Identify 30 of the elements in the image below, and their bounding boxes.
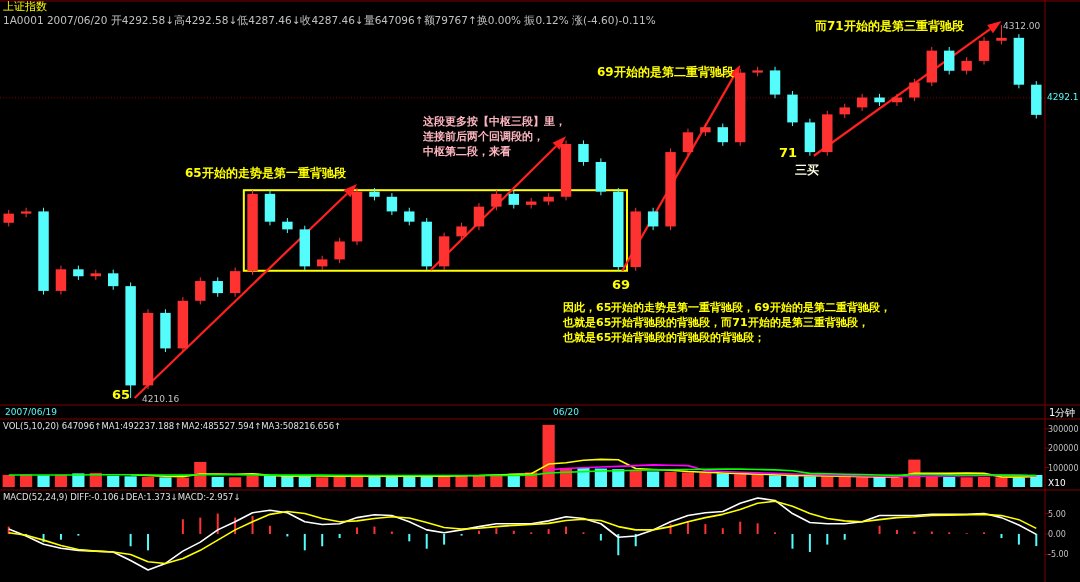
annotation: 因此，65开始的走势是第一重背驰段，69开始的是第二重背驰段， <box>563 301 891 314</box>
annotation: 中枢第二段，来看 <box>423 145 511 158</box>
annotation: 4292.1 <box>1047 92 1079 102</box>
annotation: 也就是65开始背驰段的背驰段的背驰段； <box>563 331 766 344</box>
annotation: 69 <box>612 277 631 292</box>
annotation: 2007/06/19 <box>5 407 57 417</box>
y-tick-label: 100000 <box>1048 463 1079 473</box>
annotation: 也就是65开始背驰段的背驰段，而71开始的是第三重背驰段， <box>563 316 869 329</box>
title: 上证指数 <box>3 0 47 13</box>
annotation: 1分钟 <box>1049 407 1076 418</box>
annotation: X10 <box>1048 478 1066 488</box>
annotation: 三买 <box>795 163 819 177</box>
annotation: 65开始的走势是第一重背驰段 <box>185 166 346 180</box>
title: MACD(52,24,9) DIFF:-0.106↓DEA:1.373↓MACD:-2.957↓ <box>3 492 241 502</box>
annotation: 65 <box>112 387 131 402</box>
annotation: 4210.16 <box>142 394 180 404</box>
y-tick-label: 300000 <box>1048 424 1079 434</box>
y-tick-label: 0.00 <box>1048 529 1066 539</box>
annotation: 连接前后两个回调段的， <box>423 130 544 143</box>
annotation: 这段更多按【中枢三段】里， <box>423 115 566 128</box>
annotation: 而71开始的是第三重背驰段 <box>815 19 964 33</box>
y-tick-label: -5.00 <box>1048 550 1069 560</box>
subtitle: 1A0001 2007/06/20 开4292.58↓高4292.58↓低4287.46↓收4287.46↓量647096↑额79767↑换0.00% 振0.12% 涨(-4.60)-0.11% <box>3 14 656 26</box>
annotation: 69开始的是第二重背驰段 <box>597 65 734 79</box>
annotation: 4312.00 <box>1003 21 1041 31</box>
title: VOL(5,10,20) 647096↑MA1:492237.188↑MA2:485527.594↑MA3:508216.656↑ <box>3 421 342 431</box>
annotation: 71 <box>779 145 798 160</box>
y-tick-label: 5.00 <box>1048 509 1066 519</box>
y-tick-label: 200000 <box>1048 444 1079 454</box>
annotation: 06/20 <box>553 407 579 417</box>
